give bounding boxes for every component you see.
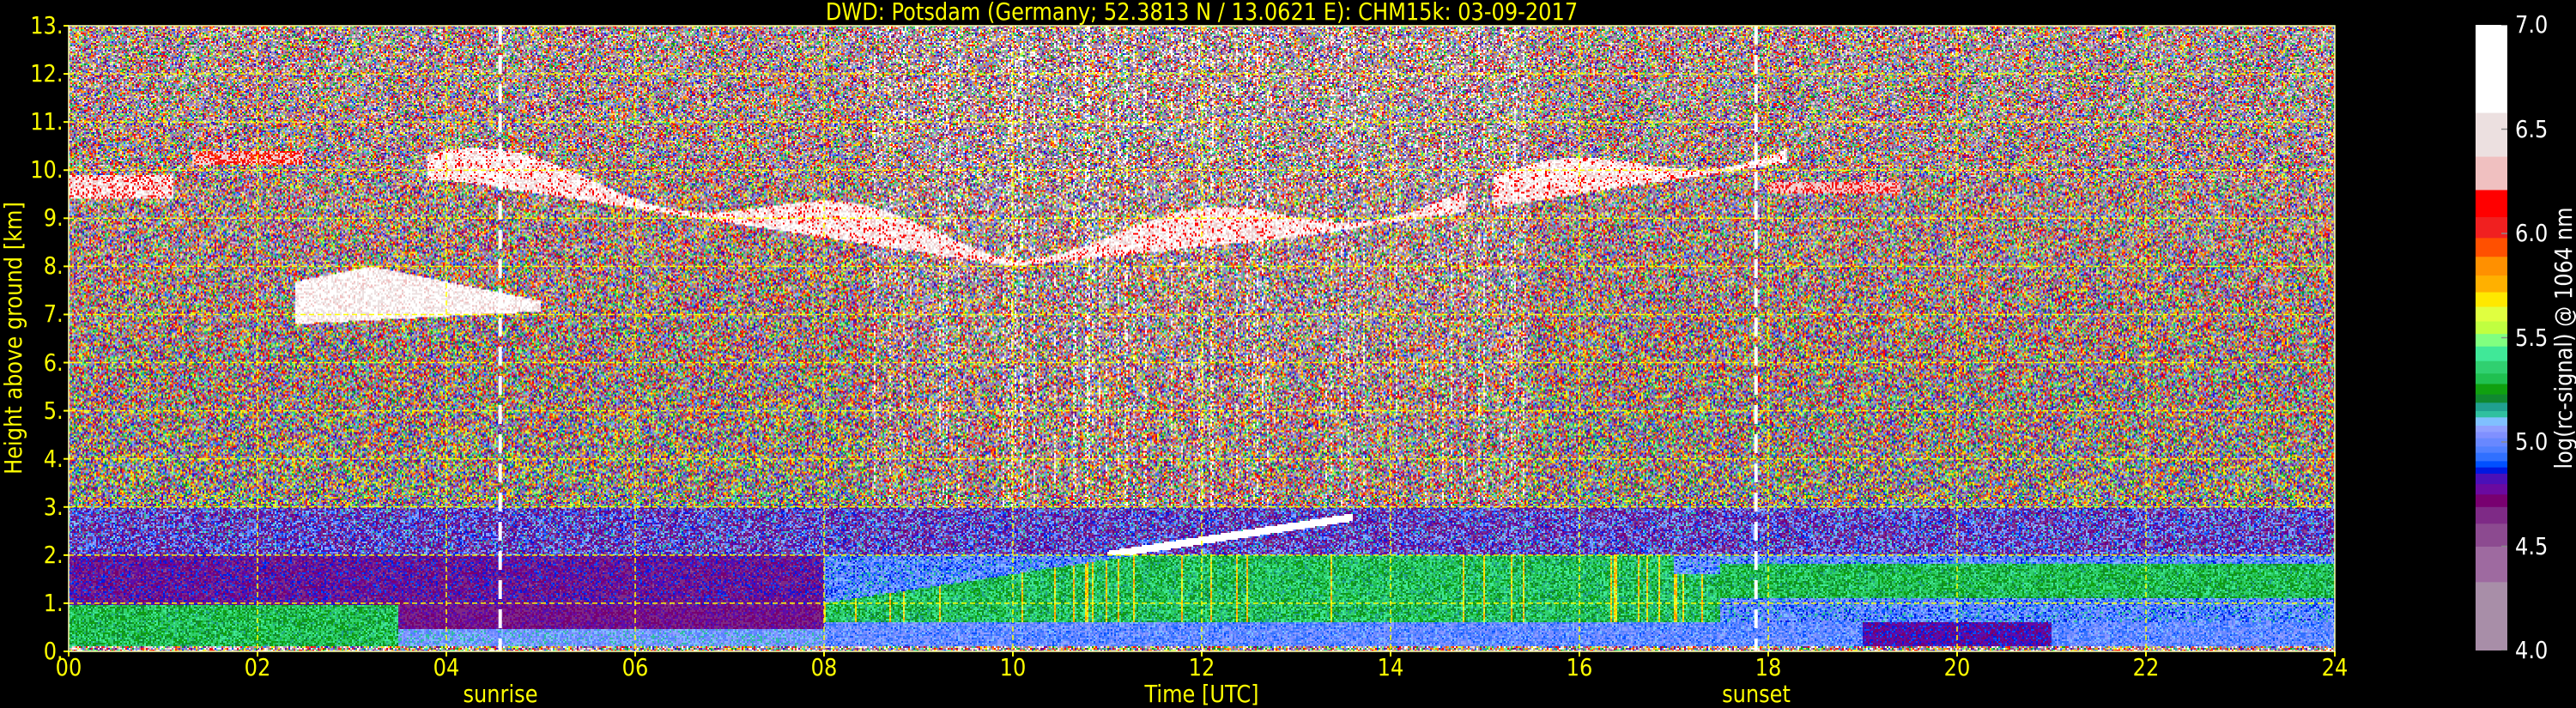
plot-frame: [68, 25, 2336, 652]
x-tick-label: 08: [810, 653, 838, 681]
y-tick-label: 3.: [44, 492, 64, 521]
colorbar-level: [2476, 523, 2507, 547]
colorbar-level: [2476, 483, 2507, 495]
x-tick-label: 14: [1377, 653, 1404, 681]
colorbar-tick-label: 6.0: [2515, 219, 2549, 247]
colorbar-level: [2476, 581, 2507, 651]
x-tick-label: 00: [55, 653, 82, 681]
colorbar-level: [2476, 460, 2507, 468]
y-tick-label: 13.: [30, 11, 64, 39]
colorbar-level: [2476, 25, 2507, 113]
colorbar-level: [2476, 372, 2507, 384]
colorbar-tick-label: 5.5: [2515, 323, 2549, 352]
x-axis-label: Time [UTC]: [1144, 680, 1259, 708]
y-tick-label: 7.: [44, 300, 64, 329]
y-tick-label: 10.: [30, 155, 64, 185]
x-tick-label: 24: [2321, 653, 2349, 681]
colorbar-level: [2476, 306, 2507, 322]
colorbar-level: [2476, 493, 2507, 507]
colorbar-level: [2476, 394, 2507, 403]
colorbar-level: [2476, 321, 2507, 335]
x-tick-label: 12: [1188, 653, 1215, 681]
x-tick-label: 02: [244, 653, 271, 681]
y-tick-label: 9.: [44, 203, 64, 233]
colorbar-tick-label: 6.5: [2515, 114, 2549, 143]
y-tick-label: 0.: [44, 637, 64, 665]
colorbar-level: [2476, 156, 2507, 191]
colorbar-level: [2476, 445, 2507, 453]
colorbar-level: [2476, 410, 2507, 418]
x-tick-label: 04: [433, 653, 460, 681]
grid-overlay: [64, 25, 2336, 657]
sunset-label: sunset: [1721, 680, 1791, 708]
y-tick-label: 5.: [44, 396, 64, 425]
colorbar-level: [2476, 333, 2507, 347]
colorbar-level: [2476, 275, 2507, 293]
colorbar-level: [2476, 431, 2507, 439]
colorbar-level: [2476, 473, 2507, 485]
colorbar-level: [2476, 425, 2507, 433]
colorbar-level: [2476, 216, 2507, 239]
colorbar-level: [2476, 416, 2507, 427]
colorbar-level: [2476, 237, 2507, 257]
x-tick-label: 22: [2132, 653, 2160, 681]
y-tick-label: 2.: [44, 540, 64, 569]
x-tick-label: 16: [1566, 653, 1593, 681]
colorbar-level: [2476, 189, 2507, 218]
colorbar-level: [2476, 346, 2507, 361]
x-tick-label: 20: [1943, 653, 1971, 681]
colorbar-level: [2476, 467, 2507, 474]
colorbar-level: [2476, 452, 2507, 462]
colorbar-level: [2476, 112, 2507, 157]
colorbar-tick-label: 4.5: [2515, 531, 2549, 560]
colorbar-level: [2476, 360, 2507, 374]
x-tick-label: 10: [999, 653, 1027, 681]
x-tick-label: 18: [1755, 653, 1782, 681]
colorbar-level: [2476, 383, 2507, 395]
colorbar-tick-label: 7.0: [2515, 10, 2549, 39]
colorbar-label: log(rc-signal) @ 1064 nm: [2549, 207, 2576, 469]
colorbar-level: [2476, 546, 2507, 583]
colorbar-level: [2476, 506, 2507, 524]
y-tick-label: 4.: [44, 444, 64, 473]
colorbar-tick-label: 4.0: [2515, 636, 2549, 664]
y-tick-label: 1.: [44, 588, 64, 617]
y-tick-label: 11.: [30, 107, 64, 136]
y-axis-label: Height above ground [km]: [0, 202, 27, 475]
x-tick-label: 06: [621, 653, 649, 681]
colorbar: [2476, 25, 2507, 651]
y-tick-label: 6.: [44, 348, 64, 377]
colorbar-level: [2476, 256, 2507, 276]
sunrise-label: sunrise: [463, 680, 538, 708]
y-tick-label: 8.: [44, 251, 64, 281]
colorbar-level: [2476, 292, 2507, 307]
chart-title: DWD: Potsdam (Germany; 52.3813 N / 13.06…: [825, 0, 1579, 26]
y-tick-label: 12.: [30, 59, 64, 88]
colorbar-level: [2476, 438, 2507, 447]
colorbar-level: [2476, 402, 2507, 412]
colorbar-tick-label: 5.0: [2515, 427, 2549, 456]
plot-area: [64, 25, 2336, 657]
